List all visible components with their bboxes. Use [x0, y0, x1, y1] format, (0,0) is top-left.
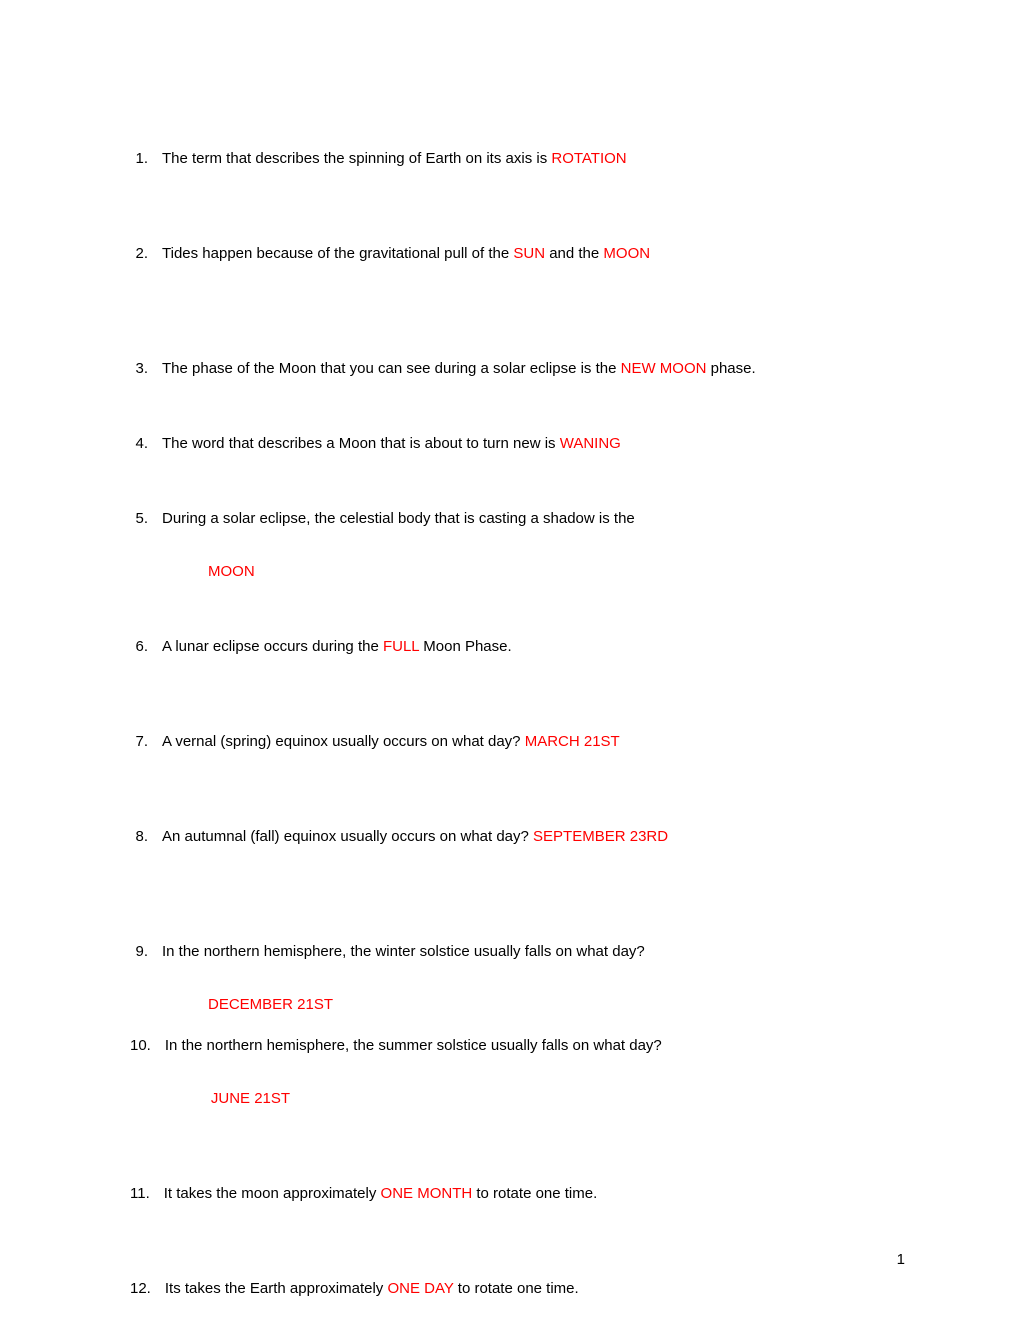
question-item: 9.In the northern hemisphere, the winter…	[130, 941, 890, 1015]
question-item: 11.It takes the moon approximately ONE M…	[130, 1183, 890, 1204]
question-fragment: An autumnal (fall) equinox usually occur…	[162, 828, 533, 845]
item-content: The word that describes a Moon that is a…	[162, 433, 890, 454]
question-item: 2.Tides happen because of the gravitatio…	[130, 243, 890, 264]
answer-text: FULL	[383, 638, 419, 655]
item-number: 7.	[130, 731, 162, 752]
item-content: In the northern hemisphere, the summer s…	[165, 1035, 890, 1109]
question-item: 6.A lunar eclipse occurs during the FULL…	[130, 636, 890, 657]
item-number: 9.	[130, 941, 162, 1015]
item-number: 5.	[130, 508, 162, 582]
answer-text: MOON	[603, 245, 650, 262]
answer-text: NEW MOON	[621, 360, 707, 377]
item-number: 1.	[130, 148, 162, 169]
item-number: 6.	[130, 636, 162, 657]
answer-line: DECEMBER 21ST	[162, 994, 890, 1015]
question-fragment: Its takes the Earth approximately	[165, 1280, 388, 1297]
question-fragment: The word that describes a Moon that is a…	[162, 435, 560, 452]
item-content: The term that describes the spinning of …	[162, 148, 890, 169]
question-text: A vernal (spring) equinox usually occurs…	[162, 731, 890, 752]
item-number: 3.	[130, 358, 162, 379]
answer-text: ONE DAY	[387, 1280, 453, 1297]
question-text: An autumnal (fall) equinox usually occur…	[162, 826, 890, 847]
item-number: 12.	[130, 1278, 165, 1299]
question-fragment: to rotate one time.	[454, 1280, 579, 1297]
item-number: 10.	[130, 1035, 165, 1109]
question-text: In the northern hemisphere, the summer s…	[165, 1035, 890, 1056]
item-content: The phase of the Moon that you can see d…	[162, 358, 890, 379]
answer-text: MARCH 21ST	[525, 733, 620, 750]
page-number: 1	[897, 1251, 905, 1268]
question-text: During a solar eclipse, the celestial bo…	[162, 508, 890, 529]
answer-line: JUNE 21ST	[165, 1088, 890, 1109]
question-item: 7.A vernal (spring) equinox usually occu…	[130, 731, 890, 752]
item-content: A vernal (spring) equinox usually occurs…	[162, 731, 890, 752]
answer-text: SEPTEMBER 23RD	[533, 828, 668, 845]
item-number: 2.	[130, 243, 162, 264]
question-text: It takes the moon approximately ONE MONT…	[164, 1183, 890, 1204]
item-content: In the northern hemisphere, the winter s…	[162, 941, 890, 1015]
question-fragment: and the	[545, 245, 603, 262]
question-fragment: It takes the moon approximately	[164, 1185, 381, 1202]
item-content: Its takes the Earth approximately ONE DA…	[165, 1278, 890, 1299]
question-fragment: Tides happen because of the gravitationa…	[162, 245, 513, 262]
question-item: 5. During a solar eclipse, the celestial…	[130, 508, 890, 582]
question-text: The term that describes the spinning of …	[162, 148, 890, 169]
answer-text: JUNE 21ST	[211, 1090, 290, 1107]
question-fragment: to rotate one time.	[472, 1185, 597, 1202]
question-fragment: The phase of the Moon that you can see d…	[162, 360, 621, 377]
item-number: 11.	[130, 1183, 164, 1204]
question-fragment: Moon Phase.	[419, 638, 512, 655]
question-text: In the northern hemisphere, the winter s…	[162, 941, 890, 962]
question-item: 4.The word that describes a Moon that is…	[130, 433, 890, 454]
question-text: Tides happen because of the gravitationa…	[162, 243, 890, 264]
question-fragment: A vernal (spring) equinox usually occurs…	[162, 733, 525, 750]
item-number: 4.	[130, 433, 162, 454]
question-fragment: A lunar eclipse occurs during the	[162, 638, 383, 655]
item-content: It takes the moon approximately ONE MONT…	[164, 1183, 890, 1204]
answer-line: MOON	[162, 561, 890, 582]
answer-text: ONE MONTH	[381, 1185, 473, 1202]
question-fragment: In the northern hemisphere, the summer s…	[165, 1037, 662, 1054]
question-item: 12. Its takes the Earth approximately ON…	[130, 1278, 890, 1299]
question-item: 10.In the northern hemisphere, the summe…	[130, 1035, 890, 1109]
item-content: During a solar eclipse, the celestial bo…	[162, 508, 890, 582]
question-fragment: phase.	[706, 360, 755, 377]
question-list: 1.The term that describes the spinning o…	[130, 148, 890, 1299]
question-text: Its takes the Earth approximately ONE DA…	[165, 1278, 890, 1299]
answer-text: WANING	[560, 435, 621, 452]
item-content: An autumnal (fall) equinox usually occur…	[162, 826, 890, 847]
answer-text: DECEMBER 21ST	[208, 996, 333, 1013]
question-item: 3.The phase of the Moon that you can see…	[130, 358, 890, 379]
answer-text: SUN	[513, 245, 545, 262]
question-fragment: During a solar eclipse, the celestial bo…	[162, 510, 635, 527]
question-fragment: The term that describes the spinning of …	[162, 150, 551, 167]
question-item: 8.An autumnal (fall) equinox usually occ…	[130, 826, 890, 847]
item-content: A lunar eclipse occurs during the FULL M…	[162, 636, 890, 657]
answer-text: MOON	[208, 563, 255, 580]
question-fragment: In the northern hemisphere, the winter s…	[162, 943, 645, 960]
item-content: Tides happen because of the gravitationa…	[162, 243, 890, 264]
question-item: 1.The term that describes the spinning o…	[130, 148, 890, 169]
item-number: 8.	[130, 826, 162, 847]
question-text: The word that describes a Moon that is a…	[162, 433, 890, 454]
question-text: A lunar eclipse occurs during the FULL M…	[162, 636, 890, 657]
question-text: The phase of the Moon that you can see d…	[162, 358, 890, 379]
answer-text: ROTATION	[551, 150, 626, 167]
